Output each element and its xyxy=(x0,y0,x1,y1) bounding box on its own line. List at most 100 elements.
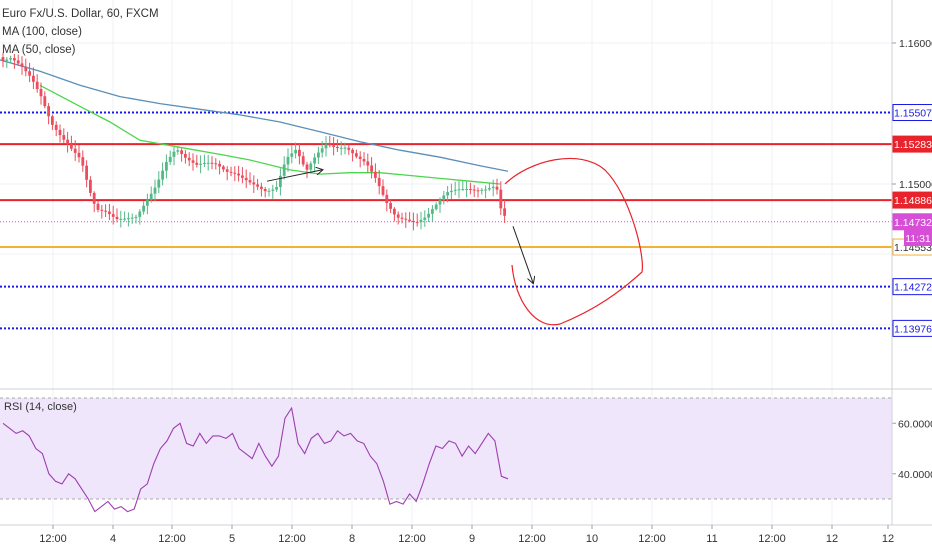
time-tick-label: 12 xyxy=(826,533,838,545)
time-tick-label: 11 xyxy=(706,533,717,545)
candle-body xyxy=(400,217,404,219)
candle-body xyxy=(351,149,354,154)
candlesticks xyxy=(1,52,506,231)
candle-body xyxy=(195,162,199,165)
time-tick-label: 12:00 xyxy=(39,533,67,545)
candle-body xyxy=(51,116,54,125)
time-tick-label: 4 xyxy=(110,533,116,545)
candle-body xyxy=(199,163,202,165)
candle-body xyxy=(408,219,411,221)
candle-body xyxy=(73,148,77,153)
level-label-box xyxy=(892,104,932,122)
candle-body xyxy=(58,129,62,136)
candle-body xyxy=(28,71,31,76)
candle-body xyxy=(161,170,164,180)
time-tick-label: 12:00 xyxy=(758,533,786,545)
candle-body xyxy=(457,189,461,191)
candle-body xyxy=(9,58,12,60)
level-label: 1.14732 xyxy=(894,217,932,229)
candle-body xyxy=(134,216,138,218)
candle-body xyxy=(446,192,449,196)
candle-body xyxy=(222,166,225,170)
candle-body xyxy=(149,193,153,200)
candle-body xyxy=(39,88,43,97)
candle-body xyxy=(271,189,275,191)
rsi-panel: 60.0000 40.0000 xyxy=(0,397,932,513)
rsi-line xyxy=(2,406,509,513)
level-label-box xyxy=(892,319,932,337)
candle-body xyxy=(294,149,297,154)
candle-body xyxy=(16,60,20,64)
candle-body xyxy=(81,157,85,166)
level-label: 1.13976 xyxy=(894,323,932,335)
level-label-box xyxy=(892,191,932,209)
ma50-legend: MA (50, close) xyxy=(2,44,76,56)
candle-body xyxy=(476,190,480,192)
level-label: 1.14886 xyxy=(894,195,932,207)
candle-body xyxy=(282,164,286,176)
candle-body xyxy=(298,149,301,157)
candle-body xyxy=(499,189,503,209)
candle-body xyxy=(339,147,343,149)
candle-body xyxy=(165,161,168,171)
candle-body xyxy=(423,217,427,220)
candle-body xyxy=(89,179,92,193)
level-label: 1.14272 xyxy=(894,282,932,294)
candle-body xyxy=(127,218,130,220)
candle-body xyxy=(184,153,187,158)
candle-body xyxy=(438,199,442,205)
candle-body xyxy=(123,218,126,220)
candle-body xyxy=(256,184,259,187)
candle-body xyxy=(35,81,39,89)
candle-body xyxy=(389,203,392,209)
candle-body xyxy=(450,190,453,193)
price-tick-label: 1.16000 xyxy=(899,38,932,50)
candle-body xyxy=(472,189,476,191)
price-labels: 1.155071.152831.148861.147321.145531.142… xyxy=(892,104,932,337)
ma100-legend: MA (100, close) xyxy=(2,26,82,38)
time-tick-label: 12:00 xyxy=(518,533,546,545)
candle-body xyxy=(210,162,214,164)
candle-body xyxy=(305,164,309,170)
candle-body xyxy=(324,144,328,149)
candle-body xyxy=(206,162,210,164)
candle-body xyxy=(100,209,104,211)
candle-body xyxy=(412,220,415,223)
candle-body xyxy=(275,187,278,190)
candle-body xyxy=(32,75,35,82)
candle-body xyxy=(343,147,347,149)
candle-body xyxy=(203,162,206,164)
time-tick-label: 12 xyxy=(882,533,894,545)
candle-body xyxy=(225,169,229,172)
candle-body xyxy=(328,144,332,146)
candle-body xyxy=(347,147,351,150)
candle-body xyxy=(381,186,385,195)
candle-body xyxy=(24,66,28,72)
ma100-line xyxy=(0,59,509,172)
candle-body xyxy=(138,211,142,217)
candle-body xyxy=(336,146,339,149)
candle-body xyxy=(92,192,96,204)
price-tick-label: 1.15000 xyxy=(899,179,932,191)
candle-body xyxy=(313,157,316,164)
candle-body xyxy=(469,188,472,190)
rsi-tick-label: 40.0000 xyxy=(898,469,932,481)
candle-body xyxy=(301,156,305,165)
drawings xyxy=(266,157,643,326)
ma50-line xyxy=(39,84,501,185)
candle-body xyxy=(1,57,5,61)
candle-body xyxy=(309,163,313,170)
candle-body xyxy=(252,182,256,185)
candle-body xyxy=(237,173,240,176)
time-tick-label: 12:00 xyxy=(278,533,306,545)
candle-body xyxy=(453,189,457,191)
candle-body xyxy=(480,189,484,191)
time-tick-label: 10 xyxy=(586,533,598,545)
candle-body xyxy=(491,186,495,189)
rsi-tick-label: 60.0000 xyxy=(898,418,932,430)
candle-body xyxy=(191,160,195,163)
candle-body xyxy=(108,211,111,215)
time-tick-label: 12:00 xyxy=(158,533,186,545)
candle-body xyxy=(267,190,271,192)
